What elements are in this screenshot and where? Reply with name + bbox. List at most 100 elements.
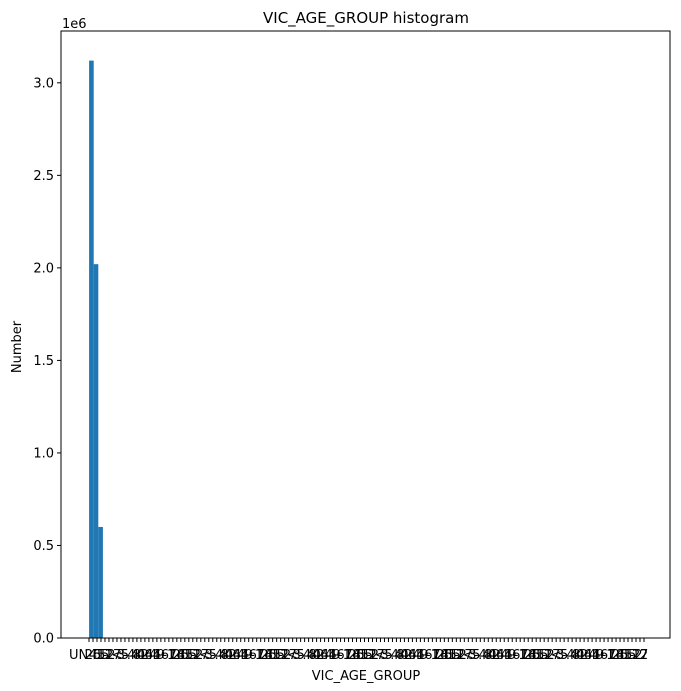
x-tick-label: 7: [608, 648, 616, 663]
x-tick-label: 6: [161, 648, 169, 663]
x-tick-label: 2: [640, 648, 648, 663]
x-tick-label: -1: [426, 648, 439, 663]
x-tick-label: -1: [514, 648, 527, 663]
x-tick-label: 7: [257, 648, 265, 663]
x-tick-label: 17: [544, 648, 561, 663]
x-axis-label: VIC_AGE_GROUP: [312, 669, 421, 684]
x-tick-label: 8: [133, 648, 141, 663]
x-tick-label: -4: [122, 648, 135, 663]
x-tick-label: -4: [474, 648, 487, 663]
x-tick-label: 45: [440, 648, 457, 663]
x-tick-label: 8: [221, 648, 229, 663]
x-tick-label: 44: [137, 648, 154, 663]
y-tick-label: 0.5: [33, 539, 54, 554]
x-tick-label: 18: [432, 648, 449, 663]
x-tick-label: 1: [241, 648, 249, 663]
x-tick-label: 1: [592, 648, 600, 663]
x-tick-label: 25: [260, 648, 277, 663]
x-tick-label: 5: [560, 648, 568, 663]
x-tick-label: 17: [456, 648, 473, 663]
x-tick-label: <: [375, 648, 386, 663]
x-tick-label: 6: [512, 648, 520, 663]
x-tick-label: -4: [562, 648, 575, 663]
x-tick-label: -4: [298, 648, 311, 663]
x-tick-label: 64: [584, 648, 601, 663]
x-tick-label: .4: [566, 648, 578, 663]
x-tick-label: 45: [264, 648, 281, 663]
x-tick-label: 65: [444, 648, 461, 663]
x-tick-label: 5: [384, 648, 392, 663]
x-tick-label: 24: [228, 648, 245, 663]
x-tick-label: -2: [278, 648, 291, 663]
x-tick-label: 0: [576, 648, 584, 663]
x-tick-label: 45: [616, 648, 633, 663]
x-tick-label: -4: [210, 648, 223, 663]
x-tick-label: 7: [432, 648, 440, 663]
x-tick-label: 3: [380, 648, 388, 663]
y-tick-label: 2.5: [33, 169, 54, 184]
x-tick-label: 7: [169, 648, 177, 663]
x-tick-label: 24: [404, 648, 421, 663]
chart-title: VIC_AGE_GROUP histogram: [263, 9, 469, 28]
x-tick-label: 24: [316, 648, 333, 663]
x-tick-label: -2: [542, 648, 555, 663]
x-tick-label: 44: [400, 648, 417, 663]
x-tick-label: <: [551, 648, 562, 663]
x-tick-label: 7: [344, 648, 352, 663]
x-tick-label: 45: [352, 648, 369, 663]
x-tick-label: 5: [209, 648, 217, 663]
x-tick-label: 25: [348, 648, 365, 663]
x-tick-label: 0: [312, 648, 320, 663]
x-tick-label: .4: [215, 648, 227, 663]
x-tick-label: 44: [576, 648, 593, 663]
x-tick-label: 17: [632, 648, 649, 663]
x-tick-label: 18: [169, 648, 186, 663]
x-tick-label: 65: [93, 648, 110, 663]
x-tick-label: -4: [386, 648, 399, 663]
y-tick-label: 3.0: [33, 76, 54, 91]
x-tick-label: 6: [600, 648, 608, 663]
y-tick-label: 0.0: [33, 632, 54, 647]
x-tick-label: 25: [612, 648, 629, 663]
x-tick-label: 9: [420, 648, 428, 663]
x-tick-label: 6: [336, 648, 344, 663]
x-tick-label: 9: [245, 648, 253, 663]
x-tick-label: <: [463, 648, 474, 663]
x-tick-label: 44: [224, 648, 241, 663]
x-tick-label: 25: [436, 648, 453, 663]
x-tick-label: 8: [396, 648, 404, 663]
x-tick-label: .4: [302, 648, 314, 663]
x-tick-label: 1: [328, 648, 336, 663]
x-tick-label: 25: [85, 648, 102, 663]
x-tick-label: 45: [89, 648, 106, 663]
x-tick-label: 5: [472, 648, 480, 663]
x-tick-label: 9: [596, 648, 604, 663]
x-tick-label: 44: [312, 648, 329, 663]
x-tick-label: 12: [97, 648, 114, 663]
bar: [89, 60, 94, 639]
y-tick-label: 2.0: [33, 261, 54, 276]
x-tick-label: 5: [296, 648, 304, 663]
x-tick-label: 17: [193, 648, 210, 663]
x-tick-label: 64: [232, 648, 249, 663]
x-tick-label: 64: [320, 648, 337, 663]
x-tick-label: <: [287, 648, 298, 663]
x-tick-label: 8: [308, 648, 316, 663]
y-tick-label: 1.5: [33, 354, 54, 369]
x-tick-label: -1: [162, 648, 175, 663]
x-tick-label: 44: [488, 648, 505, 663]
x-tick-label: 1: [153, 648, 161, 663]
x-tick-label: 12: [536, 648, 553, 663]
x-tick-label: 18: [256, 648, 273, 663]
y-axis-label: Number: [10, 320, 25, 373]
x-tick-label: .4: [390, 648, 402, 663]
x-tick-label: -2: [630, 648, 643, 663]
x-tick-label: .4: [478, 648, 490, 663]
x-tick-label: 24: [580, 648, 597, 663]
x-tick-label: 18: [520, 648, 537, 663]
x-tick-label: -1: [602, 648, 615, 663]
x-tick-label: 3: [292, 648, 300, 663]
x-tick-label: 64: [145, 648, 162, 663]
x-tick-label: 9: [332, 648, 340, 663]
